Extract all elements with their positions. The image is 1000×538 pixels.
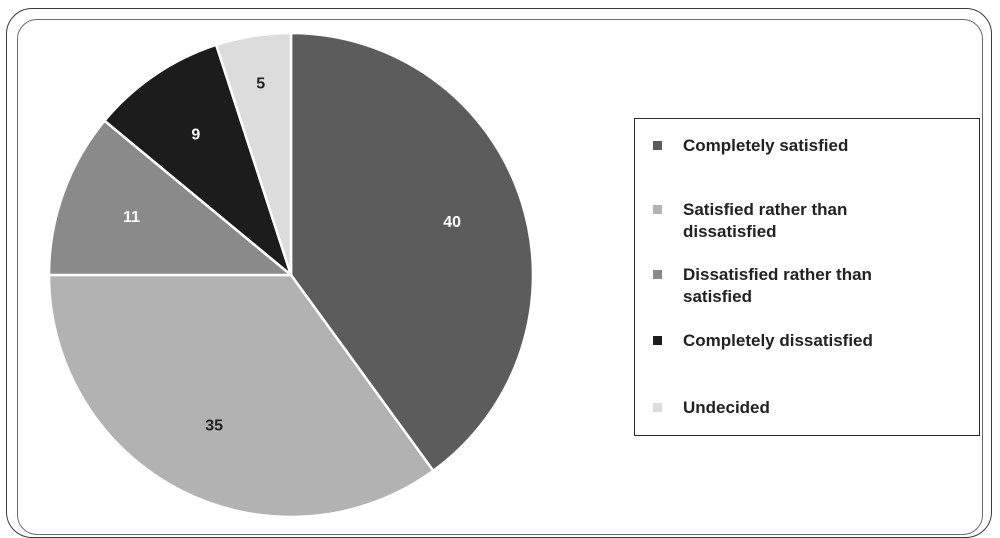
pie-slice-completely-dissatisfied [103, 43, 293, 277]
pie-data-label: 9 [191, 126, 200, 143]
legend-label: Dissatisfied rather than satisfied [683, 265, 872, 306]
legend-label: Satisfied rather than dissatisfied [683, 200, 848, 241]
legend-item-dissatisfied-rather-than-satisfied: Dissatisfied rather than satisfied [653, 264, 973, 308]
legend-item-undecided: Undecided [653, 397, 973, 419]
pie-slice-completely-satisfied [289, 31, 535, 473]
legend-item-completely-dissatisfied: Completely dissatisfied [653, 330, 973, 352]
pie-slices [47, 31, 535, 519]
pie-data-label: 40 [443, 214, 461, 231]
legend-item-satisfied-rather-than-dissatisfied: Satisfied rather than dissatisfied [653, 199, 973, 243]
pie-slice-dissatisfied-rather-than-satisfied [47, 119, 293, 277]
legend-swatch [653, 270, 662, 279]
legend-label: Completely satisfied [683, 136, 849, 155]
pie-slice-undecided [214, 31, 293, 277]
legend-swatch [653, 336, 662, 345]
legend-swatch [653, 141, 662, 150]
legend-label: Completely dissatisfied [683, 331, 873, 350]
pie-data-label: 35 [205, 417, 223, 434]
pie-data-label: 11 [123, 209, 140, 226]
pie-data-labels: 40 35 11 9 5 [123, 75, 461, 434]
legend-item-completely-satisfied: Completely satisfied [653, 135, 973, 157]
pie-slice-satisfied-rather-than-dissatisfied [47, 273, 435, 519]
legend-label: Undecided [683, 398, 770, 417]
chart-inner-border [17, 19, 983, 535]
legend-swatch [653, 205, 662, 214]
pie-data-label: 5 [256, 75, 265, 92]
chart-legend: Completely satisfied Satisfied rather th… [634, 118, 980, 436]
legend-swatch [653, 403, 662, 412]
